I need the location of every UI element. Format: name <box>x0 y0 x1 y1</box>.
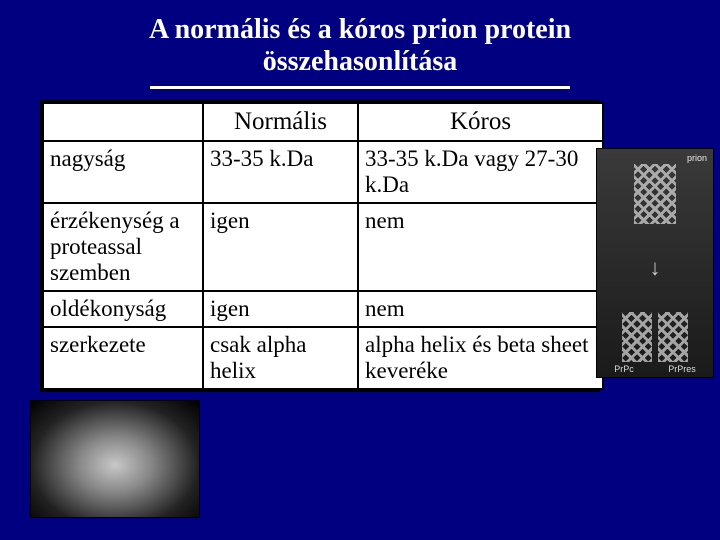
protein-structure-image-right: prion ↓ PrPc PrPres <box>596 148 714 378</box>
prop-cell: szerkezete <box>43 327 203 389</box>
normal-cell: 33-35 k.Da <box>203 141 358 203</box>
image-label-br: PrPres <box>668 364 696 374</box>
col-header-koros: Kóros <box>358 103 603 141</box>
comparison-table: Normális Kóros nagyság 33-35 k.Da 33-35 … <box>40 100 600 392</box>
koros-cell: 33-35 k.Da vagy 27-30 k.Da <box>358 141 603 203</box>
table-row: nagyság 33-35 k.Da 33-35 k.Da vagy 27-30… <box>43 141 603 203</box>
normal-cell: csak alpha helix <box>203 327 358 389</box>
helix-icon <box>658 312 688 362</box>
koros-cell: nem <box>358 291 603 327</box>
koros-cell: nem <box>358 203 603 291</box>
prop-cell: érzékenység a proteassal szemben <box>43 203 203 291</box>
table-row: szerkezete csak alpha helix alpha helix … <box>43 327 603 389</box>
image-label-bl: PrPc <box>614 364 634 374</box>
helix-icon <box>634 164 676 224</box>
normal-cell: igen <box>203 291 358 327</box>
col-header-blank <box>43 103 203 141</box>
helix-pair-icon <box>622 312 688 362</box>
col-header-normal: Normális <box>203 103 358 141</box>
helix-icon <box>622 312 652 362</box>
protein-structure-image-left <box>30 400 200 518</box>
title-line-2: összehasonlítása <box>263 46 457 77</box>
arrow-down-icon: ↓ <box>650 255 661 281</box>
prop-cell: nagyság <box>43 141 203 203</box>
table-row: oldékonyság igen nem <box>43 291 603 327</box>
table-header-row: Normális Kóros <box>43 103 603 141</box>
title-line-1: A normális és a kóros prion protein <box>149 14 571 45</box>
slide-title: A normális és a kóros prion protein össz… <box>0 0 720 86</box>
title-underline <box>150 86 570 89</box>
prop-cell: oldékonyság <box>43 291 203 327</box>
koros-cell: alpha helix és beta sheet keveréke <box>358 327 603 389</box>
table-row: érzékenység a proteassal szemben igen ne… <box>43 203 603 291</box>
image-label-top: prion <box>687 153 707 163</box>
normal-cell: igen <box>203 203 358 291</box>
